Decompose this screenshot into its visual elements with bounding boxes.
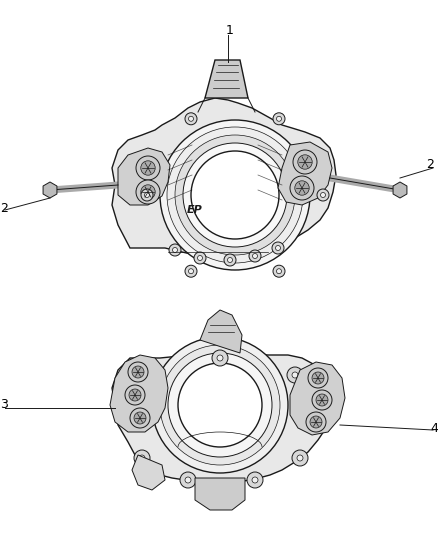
Circle shape (308, 368, 328, 388)
Text: 2: 2 (426, 158, 434, 172)
Circle shape (316, 394, 328, 406)
Circle shape (134, 450, 150, 466)
Circle shape (293, 150, 317, 174)
Polygon shape (118, 148, 170, 205)
Circle shape (185, 477, 191, 483)
Circle shape (295, 181, 309, 195)
Circle shape (294, 407, 310, 423)
Circle shape (168, 353, 272, 457)
Polygon shape (43, 182, 57, 198)
Circle shape (125, 385, 145, 405)
Circle shape (173, 247, 177, 253)
Circle shape (272, 242, 284, 254)
Circle shape (247, 472, 263, 488)
Circle shape (134, 412, 146, 424)
Circle shape (185, 113, 197, 125)
Polygon shape (278, 142, 332, 205)
Circle shape (298, 155, 312, 169)
Circle shape (132, 366, 144, 378)
Circle shape (292, 372, 298, 378)
Circle shape (160, 345, 280, 465)
Circle shape (136, 180, 160, 204)
Circle shape (273, 265, 285, 277)
Circle shape (299, 412, 305, 418)
Circle shape (273, 113, 285, 125)
Circle shape (227, 257, 233, 262)
Circle shape (198, 255, 202, 261)
Circle shape (191, 151, 279, 239)
Polygon shape (110, 355, 168, 432)
Circle shape (317, 189, 329, 201)
Circle shape (140, 367, 156, 383)
Circle shape (224, 254, 236, 266)
Circle shape (276, 116, 282, 122)
Text: EP: EP (187, 205, 203, 215)
Polygon shape (205, 60, 248, 98)
Circle shape (252, 477, 258, 483)
Circle shape (194, 252, 206, 264)
Circle shape (310, 416, 322, 428)
Circle shape (152, 337, 288, 473)
Circle shape (128, 362, 148, 382)
Circle shape (135, 412, 141, 418)
Polygon shape (393, 182, 407, 198)
Polygon shape (195, 478, 245, 510)
Circle shape (292, 450, 308, 466)
Circle shape (130, 408, 150, 428)
Circle shape (249, 250, 261, 262)
Circle shape (145, 192, 149, 198)
Circle shape (212, 350, 228, 366)
Circle shape (175, 135, 295, 255)
Circle shape (178, 363, 262, 447)
Polygon shape (112, 98, 336, 258)
Circle shape (136, 156, 160, 180)
Text: 4: 4 (430, 422, 438, 434)
Circle shape (139, 455, 145, 461)
Circle shape (160, 120, 310, 270)
Circle shape (145, 372, 151, 378)
Circle shape (183, 143, 287, 247)
Circle shape (312, 372, 324, 384)
Circle shape (306, 412, 326, 432)
Circle shape (167, 127, 303, 263)
Circle shape (188, 269, 194, 274)
Circle shape (287, 367, 303, 383)
Circle shape (252, 254, 258, 259)
Circle shape (169, 244, 181, 256)
Circle shape (297, 455, 303, 461)
Circle shape (276, 246, 280, 251)
Text: 2: 2 (0, 201, 8, 214)
Circle shape (217, 355, 223, 361)
Polygon shape (112, 353, 332, 483)
Circle shape (141, 161, 155, 175)
Circle shape (185, 265, 197, 277)
Circle shape (312, 390, 332, 410)
Polygon shape (290, 362, 345, 435)
Circle shape (141, 189, 153, 201)
Polygon shape (200, 310, 242, 353)
Circle shape (180, 472, 196, 488)
Circle shape (321, 192, 325, 198)
Circle shape (129, 389, 141, 401)
Circle shape (290, 176, 314, 200)
Text: 3: 3 (0, 399, 8, 411)
Text: 1: 1 (226, 23, 234, 36)
Polygon shape (132, 455, 165, 490)
Circle shape (276, 269, 282, 274)
Circle shape (141, 185, 155, 199)
Circle shape (130, 407, 146, 423)
Circle shape (188, 116, 194, 122)
